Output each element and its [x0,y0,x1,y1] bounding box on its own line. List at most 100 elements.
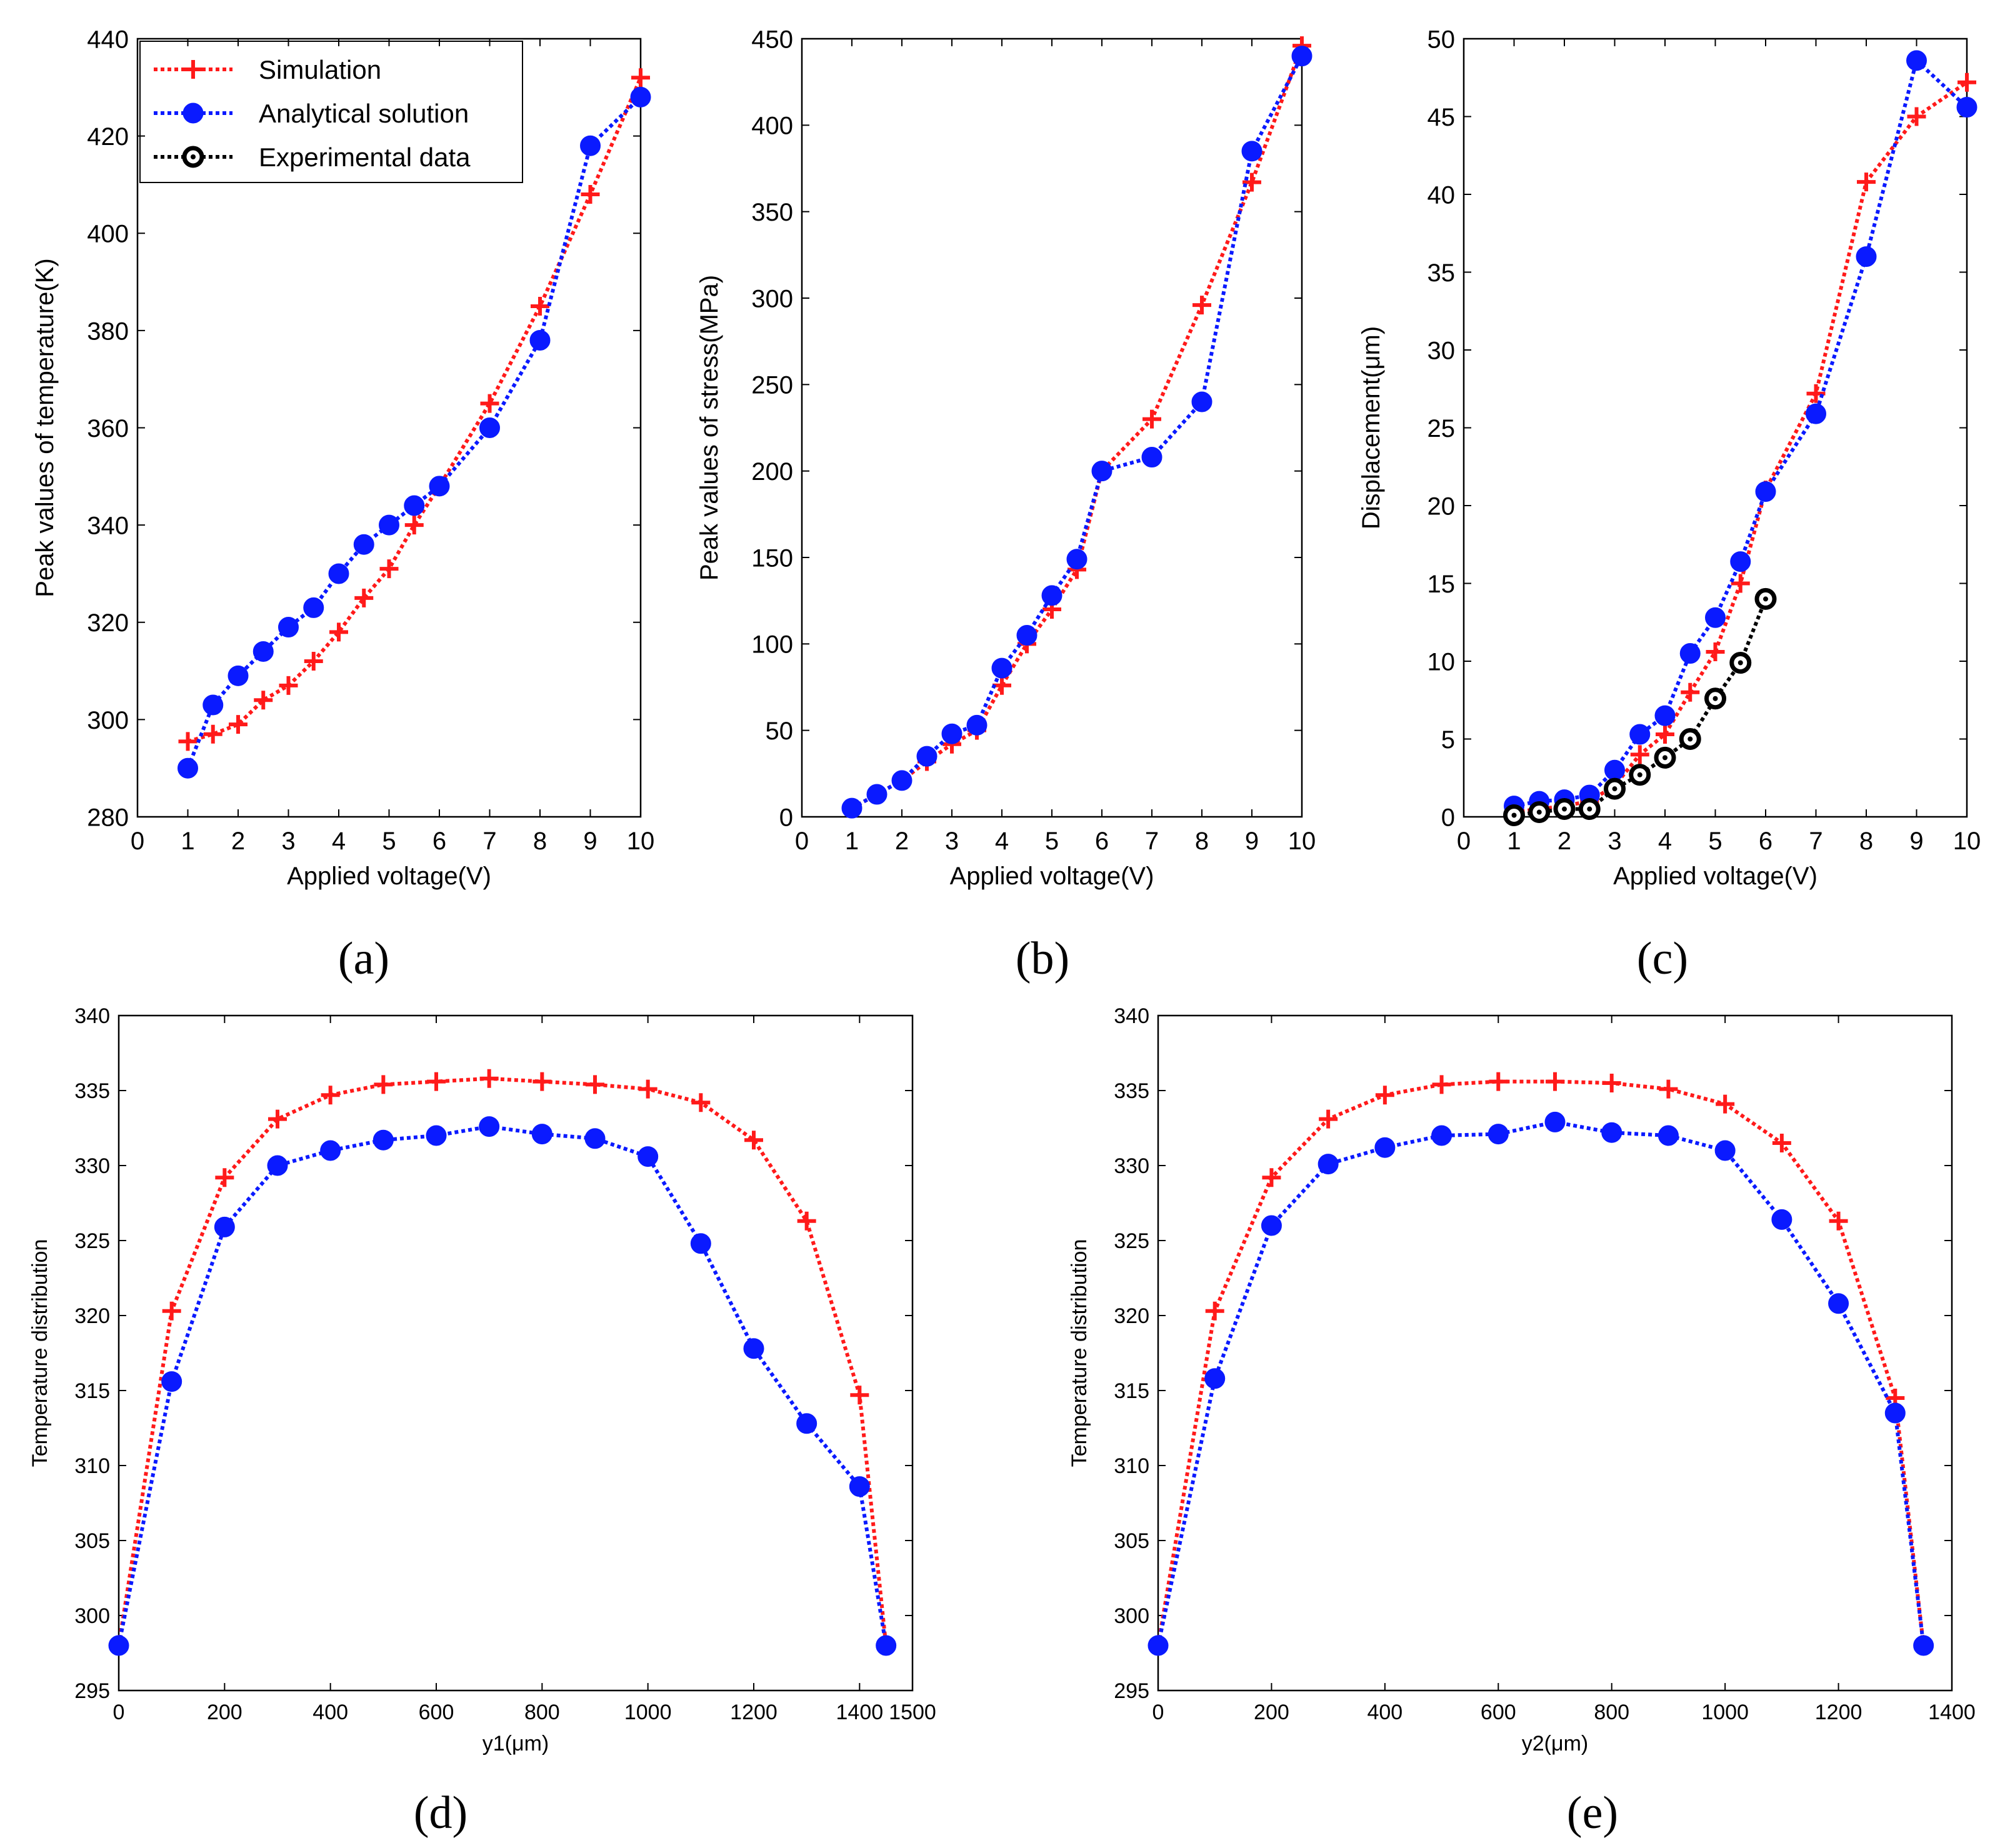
x-tick-label: 10 [627,827,655,855]
analytical-point [1191,391,1212,412]
y-tick-label: 440 [87,26,129,53]
simulation-point [268,1109,287,1129]
x-tick-label: 0 [795,827,809,855]
simulation-point [1681,682,1700,702]
y-tick-label: 25 [1428,415,1456,442]
experimental-point-center [1562,806,1567,812]
simulation-point [254,691,273,710]
x-tick-label: 2 [1558,827,1571,855]
analytical-point [1705,607,1726,628]
y-tick-label: 450 [751,26,793,53]
y-tick-label: 340 [87,512,129,540]
x-tick-label: 600 [419,1701,454,1724]
x-tick-label: 200 [207,1701,242,1724]
y-tick-label: 335 [74,1079,110,1103]
x-tick-label: 8 [533,827,547,855]
y-tick-label: 330 [1114,1154,1149,1178]
experimental-point-center [1587,806,1592,812]
simulation-point [321,1086,340,1105]
x-tick-label: 1 [181,827,194,855]
experimental-point-center [1536,809,1542,815]
simulation-point [638,1079,658,1099]
y-tick-label: 315 [74,1379,110,1403]
x-tick-label: 5 [1708,827,1722,855]
x-tick-label: 0 [1152,1701,1164,1724]
y-tick-label: 320 [74,1304,110,1328]
y-tick-label: 200 [751,458,793,486]
analytical-point [1658,1125,1679,1146]
y-tick-label: 100 [751,631,793,659]
experimental-point-center [1688,736,1693,742]
x-tick-label: 8 [1195,827,1209,855]
analytical-point [372,1129,394,1151]
chart-a: 0 1 2 3 4 5 6 7 8 9 10 280 300 320 340 360 380 400 420 440 A… [31,26,654,984]
analytical-point [796,1413,818,1434]
analytical-point [1291,46,1312,67]
y-tick-label: 320 [87,609,129,637]
x-axis-label: y1(μm) [482,1732,549,1756]
y-tick-label: 325 [1114,1229,1149,1253]
simulation-point [1659,1079,1678,1099]
experimental-point-center [1637,772,1642,777]
y-tick-label: 50 [766,717,794,745]
y-tick-label: 300 [751,285,793,312]
x-tick-label: 1 [1507,827,1521,855]
chart-e: 0 200 400 600 800 1000 1200 1400 295 300 305 310 315… [1068,1004,1976,1839]
analytical-point [303,597,324,618]
analytical-point [1141,447,1162,468]
analytical-point [584,1128,606,1149]
analytical-point [1066,549,1088,570]
analytical-point [1913,1635,1934,1656]
analytical-point [1241,141,1262,162]
x-tick-label: 5 [1045,827,1059,855]
y-axis-label: Temperature distribution [28,1239,52,1467]
x-tick-label: 1400 [1928,1701,1976,1724]
experimental-point-center [1738,660,1743,666]
analytical-point [1488,1124,1509,1145]
simulation-point [631,68,650,87]
simulation-point [178,732,198,751]
y-tick-label: 5 [1441,726,1455,754]
x-tick-label: 800 [524,1701,560,1724]
analytical-point [580,135,601,156]
analytical-point [1755,481,1776,502]
analytical-point [1601,1122,1622,1143]
x-tick-label: 4 [332,827,346,855]
y-tick-label: 30 [1428,337,1456,364]
simulation-point [1806,384,1826,403]
analytical-point [1318,1154,1339,1175]
x-tick-label: 1000 [624,1701,672,1724]
y-tick-label: 325 [74,1229,110,1253]
simulation-point [1602,1074,1621,1092]
y-tick-label: 35 [1428,259,1456,287]
simulation-point [586,1075,604,1094]
x-tick-label: 2 [895,827,909,855]
analytical-point [228,665,249,686]
experimental-point-center [1612,786,1618,792]
simulation-point [1907,107,1926,126]
analytical-point [690,1233,711,1254]
y-tick-label: 315 [1114,1379,1149,1403]
analytical-point [1906,50,1927,71]
x-tick-label: 5 [382,827,396,855]
x-tick-label: 2 [231,827,245,855]
simulation-line [117,1076,888,1646]
analytical-point [426,1125,447,1146]
analytical-point [1654,705,1676,726]
x-tick-label: 6 [1759,827,1772,855]
panel-label: (e) [1567,1787,1618,1839]
panel-label: (a) [338,933,389,984]
analytical-point [743,1338,764,1359]
simulation-point [480,394,499,413]
x-tick-label: 9 [1909,827,1923,855]
x-tick-label: 9 [583,827,597,855]
x-tick-label: 9 [1245,827,1259,855]
simulation-point [1262,1168,1281,1187]
analytical-point [252,641,274,662]
chart-d: 0 200 400 600 800 1000 1200 1400 1500 295 300 305 31… [28,1004,936,1839]
analytical-point [479,1116,500,1137]
simulation-point [531,296,549,316]
y-tick-label: 295 [1114,1679,1149,1703]
panel-label: (b) [1016,933,1069,984]
x-tick-label: 600 [1481,1701,1516,1724]
